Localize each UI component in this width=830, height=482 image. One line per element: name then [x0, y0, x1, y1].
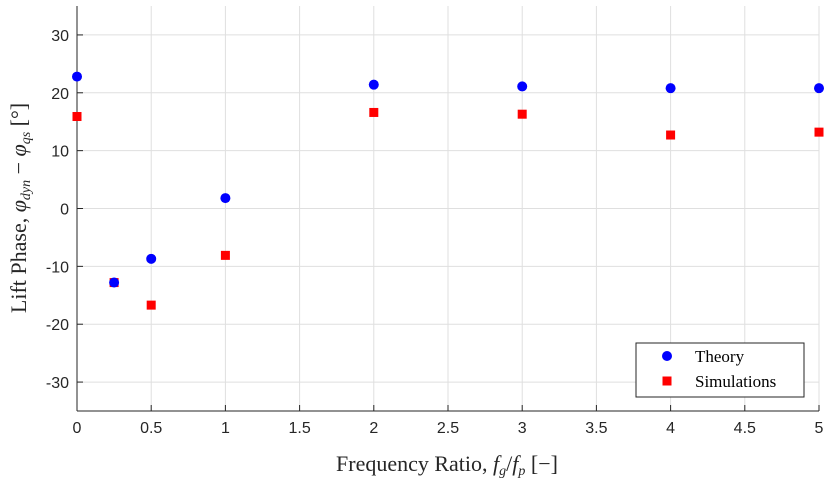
legend-simulations-label: Simulations — [695, 372, 776, 391]
x-tick-label: 3.5 — [585, 420, 607, 437]
grid-lines — [76, 6, 820, 411]
y-tick-label: 0 — [60, 202, 69, 219]
y-tick-label: -20 — [46, 317, 69, 334]
legend: Theory Simulations — [635, 342, 805, 398]
theory-point — [517, 81, 528, 92]
y-axis-label: Lift Phase, φdyn − φqs [°] — [6, 103, 34, 313]
theory-point — [72, 71, 82, 82]
legend-simulations-marker — [662, 376, 672, 386]
simulation-point — [146, 300, 156, 310]
y-tick-label: 10 — [51, 144, 69, 161]
simulation-point — [220, 250, 230, 260]
simulation-point — [814, 127, 824, 137]
simulation-point — [517, 109, 527, 119]
y-tick-label: -10 — [46, 259, 69, 276]
theory-point — [814, 83, 824, 94]
theory-point — [109, 277, 120, 288]
x-tick-label: 5 — [815, 420, 824, 437]
x-axis-ticks: 0 0.5 1 1.5 2 2.5 3 3.5 4 4.5 5 — [73, 405, 824, 437]
simulation-point — [666, 130, 676, 140]
x-tick-label: 0 — [73, 420, 82, 437]
simulation-point — [72, 112, 82, 122]
x-tick-label: 4.5 — [734, 420, 756, 437]
x-tick-label: 2 — [369, 420, 378, 437]
legend-theory-marker — [662, 351, 672, 361]
x-tick-label: 2.5 — [437, 420, 459, 437]
x-axis-label: Frequency Ratio, fg/fp [−] — [336, 451, 558, 479]
x-tick-label: 1 — [221, 420, 230, 437]
theory-point — [146, 253, 157, 264]
y-axis-ticks: -30 -20 -10 0 10 20 30 — [46, 28, 83, 392]
y-tick-label: 20 — [51, 86, 69, 103]
data-points — [72, 71, 824, 310]
x-tick-label: 1.5 — [288, 420, 310, 437]
theory-point — [665, 83, 676, 94]
legend-theory-label: Theory — [695, 347, 745, 366]
theory-point — [368, 79, 379, 90]
x-tick-label: 3 — [518, 420, 527, 437]
x-tick-label: 0.5 — [140, 420, 162, 437]
x-tick-label: 4 — [666, 420, 675, 437]
simulation-point — [369, 107, 379, 117]
y-tick-label: 30 — [51, 28, 69, 45]
theory-point — [220, 193, 231, 204]
y-tick-label: -30 — [46, 375, 69, 392]
